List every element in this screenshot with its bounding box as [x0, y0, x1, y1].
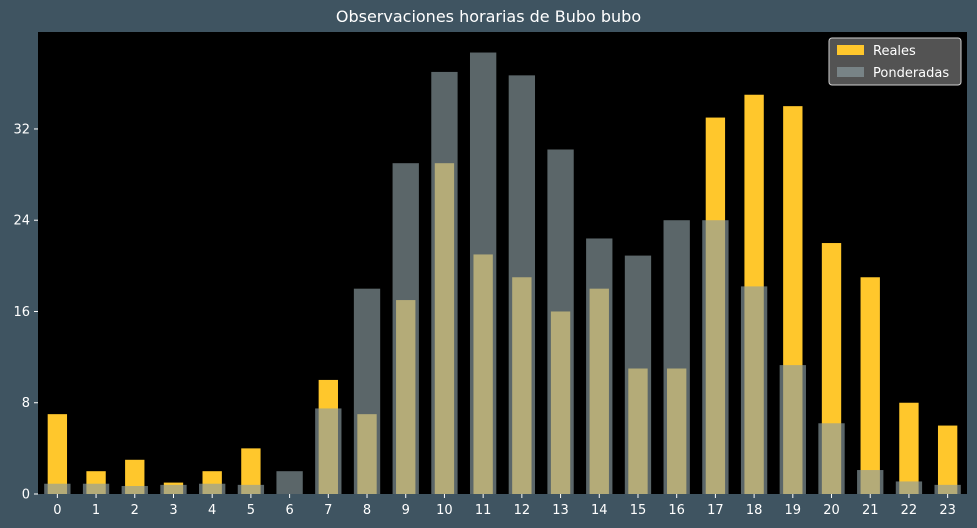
bar-reales-22: [899, 402, 919, 494]
x-tick-label: 21: [862, 503, 879, 518]
y-tick-label: 0: [22, 488, 30, 503]
y-tick-label: 16: [13, 305, 30, 320]
bar-ponderadas-6: [276, 471, 303, 494]
bar-ponderadas-22: [895, 481, 923, 494]
x-tick-label: 23: [939, 503, 956, 518]
bar-reales-5: [241, 448, 261, 494]
bar-ponderadas-11: [469, 52, 497, 494]
x-tick-label: 8: [363, 503, 371, 518]
bar-ponderadas-19: [779, 365, 806, 494]
bar-ponderadas-18: [740, 286, 768, 494]
bar-ponderadas-21: [857, 470, 884, 494]
x-tick-label: 17: [707, 503, 724, 518]
legend-label-reales: Reales: [873, 44, 916, 59]
bar-ponderadas-3: [160, 484, 187, 494]
x-tick-label: 9: [402, 503, 410, 518]
legend-label-ponderadas: Ponderadas: [873, 66, 949, 81]
x-tick-label: 19: [785, 503, 802, 518]
x-tick-label: 10: [436, 503, 453, 518]
x-tick-label: 16: [668, 503, 685, 518]
y-tick-label: 32: [13, 122, 30, 137]
x-tick-label: 14: [591, 503, 608, 518]
bar-ponderadas-23: [934, 484, 961, 494]
chart-title: Observaciones horarias de Bubo bubo: [335, 7, 642, 26]
legend-swatch-ponderadas: [837, 67, 864, 77]
x-tick-label: 0: [53, 503, 61, 518]
y-tick-label: 8: [22, 396, 30, 411]
bar-ponderadas-0: [44, 483, 71, 494]
bar-ponderadas-13: [547, 149, 574, 494]
bar-ponderadas-2: [121, 486, 148, 494]
bar-ponderadas-5: [237, 484, 265, 494]
bar-ponderadas-14: [586, 238, 613, 494]
x-tick-label: 7: [324, 503, 332, 518]
x-tick-label: 3: [169, 503, 177, 518]
bar-reales-23: [937, 425, 958, 494]
bar-ponderadas-10: [431, 71, 458, 495]
x-tick-label: 13: [552, 503, 569, 518]
x-tick-label: 5: [247, 503, 255, 518]
y-tick-label: 24: [13, 214, 30, 229]
x-tick-label: 20: [823, 503, 840, 518]
bar-ponderadas-17: [702, 220, 729, 494]
bar-reales-21: [860, 277, 880, 494]
bar-ponderadas-4: [199, 483, 226, 494]
bar-ponderadas-1: [82, 483, 110, 494]
x-tick-label: 15: [630, 503, 647, 518]
bar-ponderadas-20: [818, 423, 845, 494]
plot-area: [38, 32, 967, 494]
bar-ponderadas-7: [315, 408, 342, 494]
bar-ponderadas-15: [624, 255, 652, 494]
bar-ponderadas-16: [663, 220, 690, 494]
x-tick-label: 11: [475, 503, 492, 518]
bar-reales-0: [47, 414, 68, 494]
x-tick-label: 22: [901, 503, 918, 518]
x-tick-label: 12: [514, 503, 531, 518]
x-tick-label: 4: [208, 503, 216, 518]
legend-swatch-reales: [837, 45, 864, 55]
bar-ponderadas-8: [353, 288, 381, 494]
x-tick-label: 1: [92, 503, 100, 518]
x-tick-label: 2: [131, 503, 139, 518]
x-tick-label: 18: [746, 503, 763, 518]
x-tick-label: 6: [285, 503, 293, 518]
bar-ponderadas-12: [508, 75, 536, 494]
bar-ponderadas-9: [392, 163, 419, 494]
bar-reales-2: [125, 459, 145, 494]
